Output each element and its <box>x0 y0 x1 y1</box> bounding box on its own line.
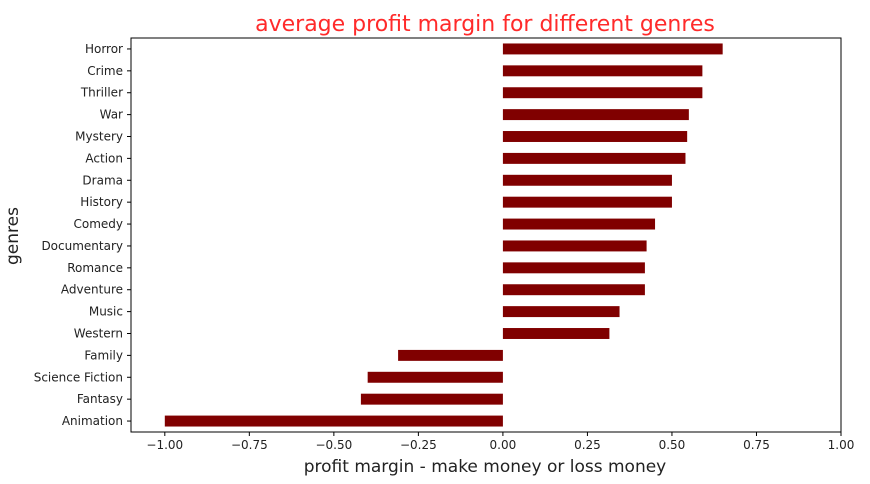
bar-crime <box>502 65 703 77</box>
plot-frame <box>130 37 842 433</box>
x-tick-label: 0.00 <box>490 438 517 452</box>
y-tick-label-drama: Drama <box>82 173 123 187</box>
bar-comedy <box>502 218 656 230</box>
bar-music <box>502 306 620 318</box>
x-tick-label: −0.50 <box>315 438 352 452</box>
y-tick-label-adventure: Adventure <box>61 283 123 297</box>
y-axis-label: genres <box>3 207 23 265</box>
y-axis-ticks: Horror Crime Thriller War Mystery Action Drama… <box>34 42 131 428</box>
y-tick-label-war: War <box>100 108 123 122</box>
bars-layer <box>164 43 723 427</box>
bar-documentary <box>502 240 647 252</box>
chart-title: average profit margin for different genr… <box>255 12 715 37</box>
y-tick-label-science-fiction: Science Fiction <box>34 370 123 384</box>
bar-drama <box>502 174 672 186</box>
y-tick-label-crime: Crime <box>87 64 123 78</box>
y-tick-label-comedy: Comedy <box>73 217 123 231</box>
bar-adventure <box>502 284 645 296</box>
bar-romance <box>502 262 645 274</box>
bar-fantasy <box>360 393 503 405</box>
bar-animation <box>164 415 503 427</box>
x-tick-label: −0.75 <box>231 438 268 452</box>
y-tick-label-mystery: Mystery <box>75 130 123 144</box>
bar-science-fiction <box>367 371 503 383</box>
y-tick-label-history: History <box>80 195 123 209</box>
x-axis-ticks: −1.00 −0.75 −0.50 −0.25 0.00 0.25 0.50 0.75 1.00 <box>146 432 854 452</box>
x-tick-label: 0.25 <box>574 438 601 452</box>
x-tick-label: 0.75 <box>743 438 770 452</box>
bar-war <box>502 109 689 121</box>
x-tick-label: −1.00 <box>146 438 183 452</box>
x-tick-label: 0.50 <box>659 438 686 452</box>
bar-thriller <box>502 87 703 99</box>
y-tick-label-documentary: Documentary <box>41 239 123 253</box>
y-tick-label-animation: Animation <box>62 414 123 428</box>
y-tick-label-western: Western <box>74 327 123 341</box>
bar-western <box>502 328 610 339</box>
y-tick-label-action: Action <box>85 151 123 165</box>
y-tick-label-family: Family <box>84 348 123 362</box>
bar-horror <box>502 43 723 55</box>
bar-mystery <box>502 131 688 142</box>
x-tick-label: 1.00 <box>828 438 855 452</box>
bar-history <box>502 196 672 208</box>
x-axis-label: profit margin - make money or loss money <box>304 457 667 477</box>
y-tick-label-music: Music <box>89 305 123 319</box>
bar-action <box>502 152 686 164</box>
y-tick-label-romance: Romance <box>67 261 123 275</box>
y-tick-label-horror: Horror <box>85 42 123 56</box>
y-tick-label-thriller: Thriller <box>80 86 123 100</box>
bar-family <box>398 349 503 361</box>
y-tick-label-fantasy: Fantasy <box>77 392 123 406</box>
x-tick-label: −0.25 <box>400 438 437 452</box>
